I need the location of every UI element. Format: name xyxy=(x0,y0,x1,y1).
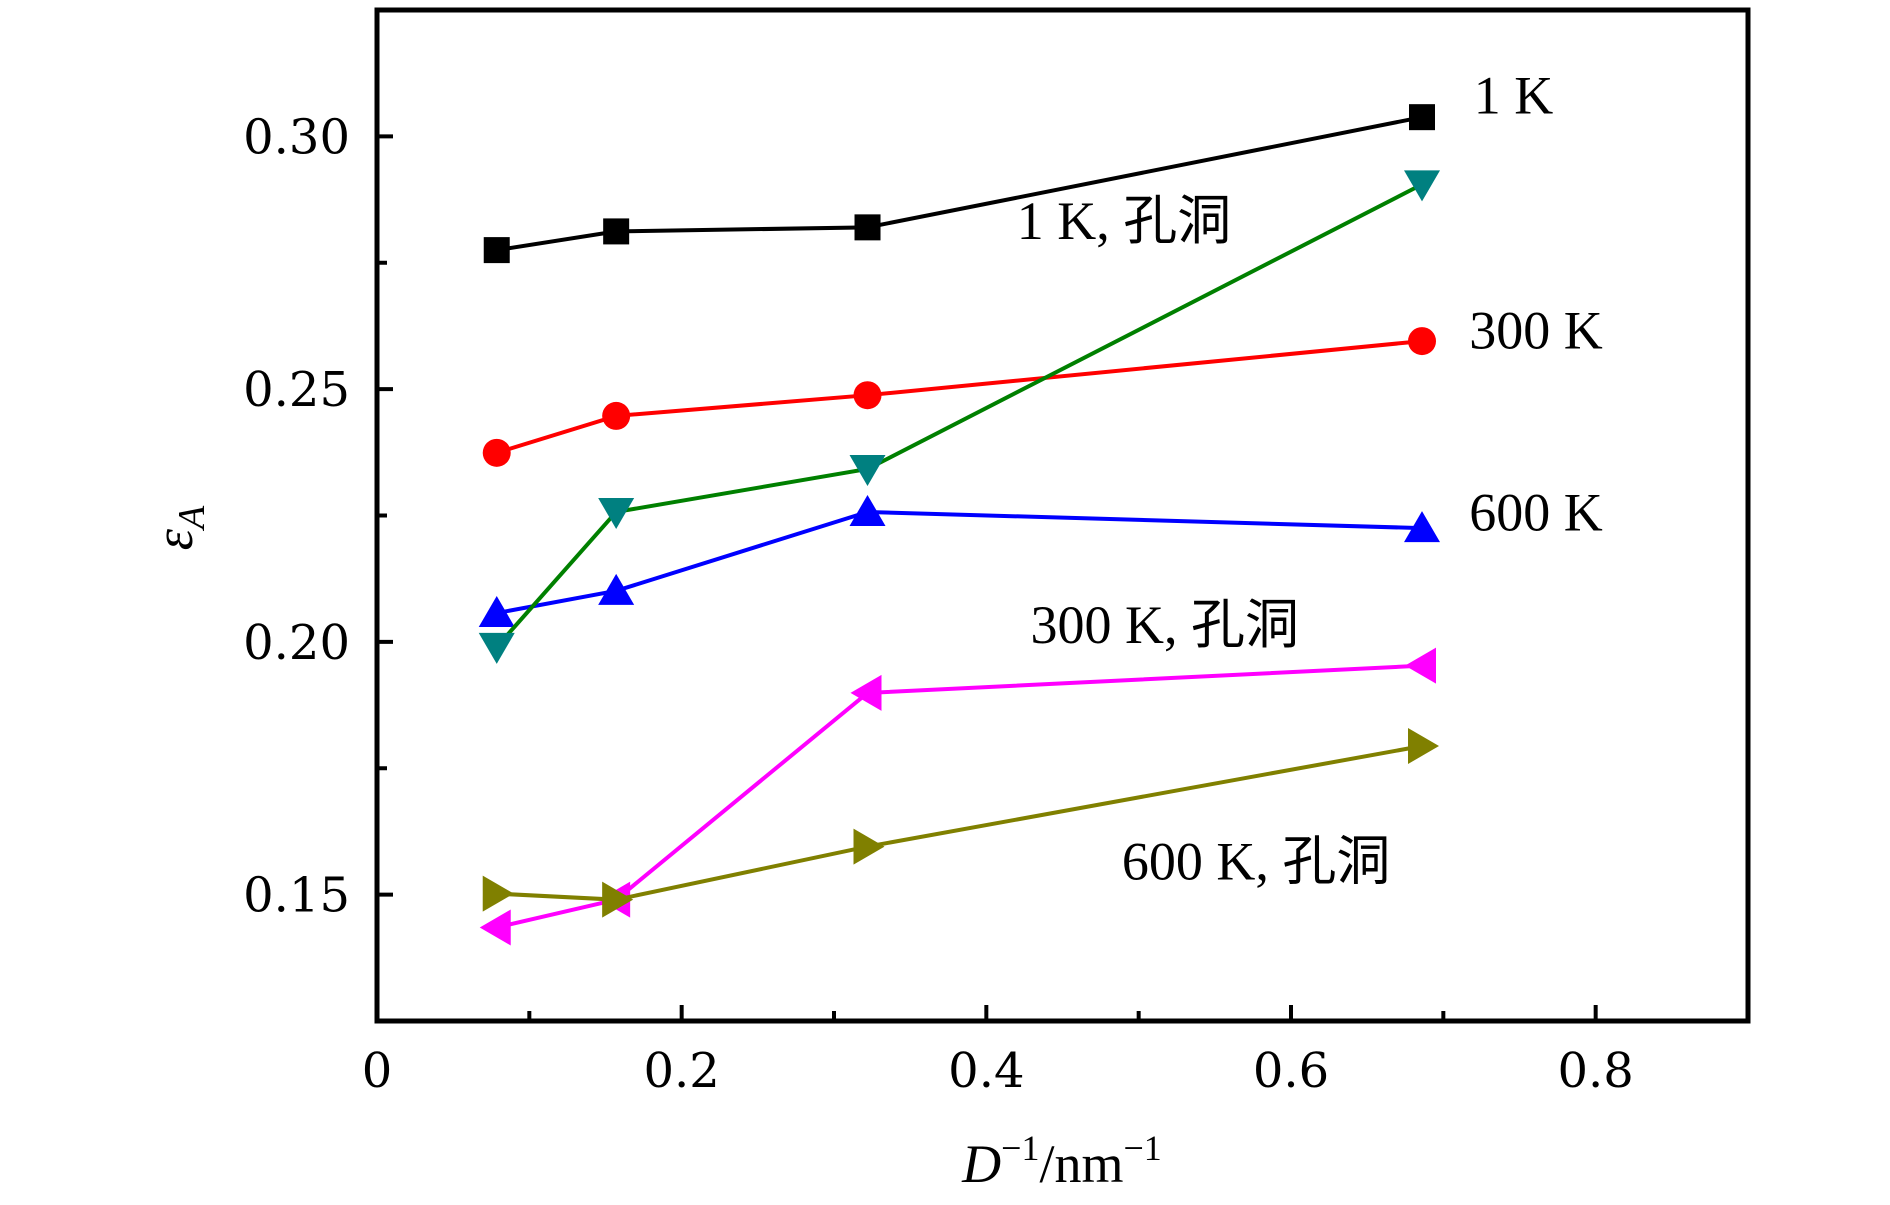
x-axis-title: D−1/nm−1 xyxy=(961,1128,1162,1194)
marker-triangle-up xyxy=(478,596,515,628)
series-1 xyxy=(482,327,1437,467)
marker-triangle-down xyxy=(1404,170,1441,202)
x-tick-label: 0.4 xyxy=(948,1043,1024,1099)
marker-square xyxy=(1409,104,1436,131)
marker-circle xyxy=(853,381,882,410)
marker-triangle-right xyxy=(602,881,634,918)
marker-square xyxy=(603,218,630,245)
series-4 xyxy=(479,647,1437,946)
axes-layer: 0 0.2 0.4 0.6 0.8 0.15 0.20 0.25 0.30 xyxy=(243,7,1751,1099)
annotation-label: 600 K xyxy=(1469,483,1603,543)
marker-triangle-up xyxy=(849,494,886,526)
marker-square xyxy=(854,214,881,241)
series-line xyxy=(495,182,1423,649)
annotation-label: 300 K xyxy=(1469,301,1603,361)
marker-circle xyxy=(482,438,511,467)
y-tick-label: 0.30 xyxy=(243,109,350,165)
marker-triangle-up xyxy=(1404,511,1441,543)
annotation-label: 1 K xyxy=(1474,66,1554,126)
x-tick-label: 0 xyxy=(362,1043,393,1099)
series-3 xyxy=(478,170,1441,664)
series-0 xyxy=(483,104,1436,264)
y-axis-var: ε xyxy=(144,528,204,550)
annotation-label: 600 K, 孔洞 xyxy=(1122,831,1391,891)
marker-triangle-up xyxy=(598,573,635,605)
x-axis-unit: /nm xyxy=(1039,1134,1123,1194)
y-tick-label: 0.20 xyxy=(243,615,350,671)
annotation-label: 1 K, 孔洞 xyxy=(1017,191,1232,251)
annotations: 1 K 300 K 600 K 1 K, 孔洞 300 K, 孔洞 600 K, 孔洞 xyxy=(1017,66,1603,892)
y-axis-sub: A xyxy=(171,505,213,532)
series-5 xyxy=(482,728,1440,918)
marker-triangle-right xyxy=(482,875,514,912)
x-axis-sup1: −1 xyxy=(1001,1128,1039,1168)
series-line xyxy=(496,663,1423,930)
series-2 xyxy=(478,494,1441,628)
marker-triangle-right xyxy=(1408,728,1440,765)
x-axis-sup2: −1 xyxy=(1124,1128,1162,1168)
marker-triangle-down xyxy=(478,632,515,664)
x-tick-label: 0.8 xyxy=(1557,1043,1633,1099)
y-tick-label: 0.25 xyxy=(243,362,350,418)
annotation-label: 300 K, 孔洞 xyxy=(1031,595,1300,655)
marker-circle xyxy=(1408,327,1437,356)
marker-circle xyxy=(602,401,631,430)
series-layer xyxy=(478,104,1441,946)
marker-square xyxy=(483,237,510,264)
series-line xyxy=(496,509,1423,616)
x-tick-label: 0.6 xyxy=(1253,1043,1329,1099)
marker-triangle-left xyxy=(479,909,511,946)
x-axis-var: D xyxy=(961,1134,1001,1194)
y-axis-title: εA xyxy=(144,505,213,550)
marker-triangle-left xyxy=(1405,647,1437,684)
x-tick-label: 0.2 xyxy=(643,1043,719,1099)
marker-triangle-left xyxy=(850,674,882,711)
marker-triangle-down xyxy=(849,454,886,486)
series-line xyxy=(496,339,1423,455)
y-tick-label: 0.15 xyxy=(243,868,350,924)
marker-triangle-right xyxy=(853,828,885,865)
series-line xyxy=(496,744,1423,902)
marker-triangle-down xyxy=(598,497,635,529)
series-line xyxy=(496,115,1423,253)
